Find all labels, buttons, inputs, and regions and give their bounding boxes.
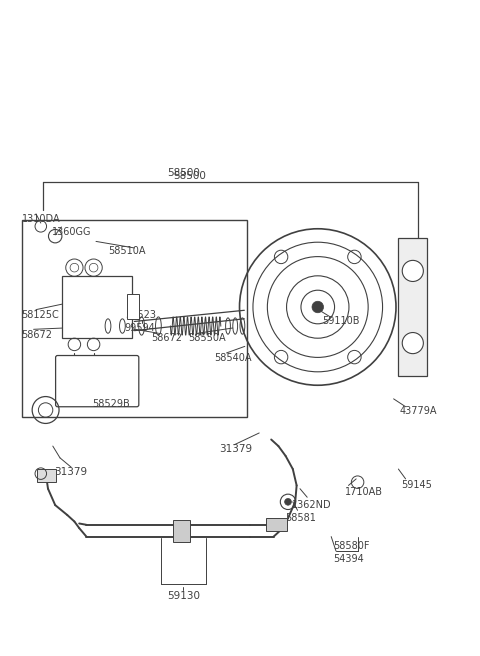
Bar bbox=[173, 520, 190, 542]
Circle shape bbox=[402, 260, 423, 281]
Text: 1710AB: 1710AB bbox=[345, 487, 383, 497]
Text: 99594: 99594 bbox=[125, 323, 156, 333]
FancyBboxPatch shape bbox=[56, 356, 139, 407]
Text: 58540A: 58540A bbox=[215, 353, 252, 363]
Text: 54394: 54394 bbox=[334, 554, 364, 564]
Text: 58500: 58500 bbox=[167, 168, 200, 178]
Text: 58550A: 58550A bbox=[189, 333, 226, 343]
Text: 58523: 58523 bbox=[125, 310, 156, 320]
Text: 58580F: 58580F bbox=[334, 541, 370, 551]
Text: 58672: 58672 bbox=[152, 333, 183, 343]
Text: 58125C: 58125C bbox=[22, 310, 60, 320]
Text: 59130: 59130 bbox=[167, 590, 200, 601]
Text: 1310DA: 1310DA bbox=[22, 214, 60, 224]
Text: 59110B: 59110B bbox=[323, 316, 360, 327]
Circle shape bbox=[285, 499, 291, 505]
Bar bbox=[62, 276, 132, 338]
Text: 31379: 31379 bbox=[54, 467, 87, 478]
Text: 58500: 58500 bbox=[173, 171, 206, 181]
Bar bbox=[37, 469, 56, 482]
Bar bbox=[398, 238, 427, 376]
Text: 58529B: 58529B bbox=[92, 399, 130, 409]
Bar bbox=[22, 220, 247, 417]
Text: 31379: 31379 bbox=[219, 443, 252, 454]
Text: 59145: 59145 bbox=[401, 480, 432, 491]
Text: 58510A: 58510A bbox=[108, 245, 145, 256]
Circle shape bbox=[402, 333, 423, 354]
Text: 58581: 58581 bbox=[286, 513, 316, 523]
Bar bbox=[266, 518, 287, 531]
Text: 1362ND: 1362ND bbox=[292, 500, 332, 510]
Text: 43779A: 43779A bbox=[399, 405, 437, 416]
Text: 58672: 58672 bbox=[22, 329, 53, 340]
Text: 1360GG: 1360GG bbox=[52, 227, 91, 237]
Bar bbox=[127, 294, 139, 319]
Circle shape bbox=[312, 301, 324, 313]
